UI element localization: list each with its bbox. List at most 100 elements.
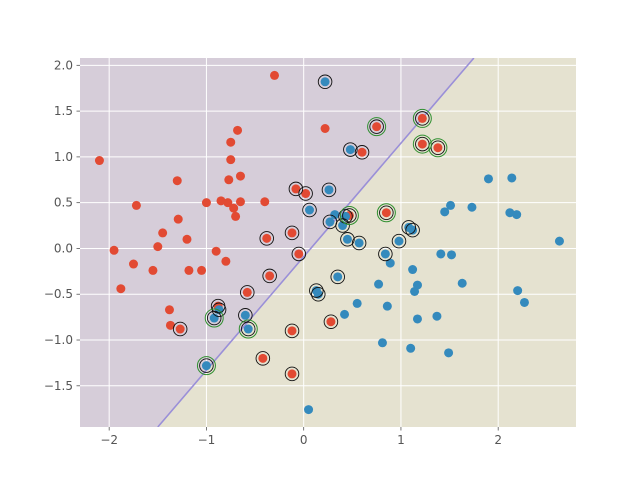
data-point-red [165,320,175,330]
data-point-red [223,198,233,208]
data-point-blue [394,236,404,246]
data-point-red [260,197,270,207]
margin-error-ring [376,203,396,223]
data-point-red [211,246,221,256]
data-point-blue [354,238,364,248]
data-point-blue [412,280,422,290]
data-point-red [258,353,268,363]
data-point-red [148,265,158,275]
data-point-red [128,259,138,269]
support-vector-ring [211,302,227,318]
data-point-red [270,70,280,80]
region-red [80,58,474,427]
data-point-blue [447,250,457,260]
margin-error-ring [204,308,224,328]
support-vector-ring [238,308,253,323]
margin-error-ring [339,205,359,225]
data-point-red [173,214,183,224]
support-vector-ring [259,231,274,246]
y-tick-label: −1.0 [44,333,73,347]
data-point-red [265,271,275,281]
data-point-red [301,189,311,199]
support-vector-ring [378,246,393,262]
margin-error-ring [428,138,448,158]
x-tick-label: −1 [198,433,216,447]
data-point-red [235,197,245,207]
support-vector-ring [391,233,407,249]
margin-error-ring [367,117,387,137]
data-point-blue [320,77,330,87]
margin-error-ring [412,108,432,128]
data-point-blue [342,234,352,244]
data-point-blue [483,174,493,184]
data-point-blue [505,208,515,218]
data-point-red [287,326,297,336]
data-point-red [109,245,119,255]
support-vector-ring [340,232,355,247]
data-point-blue [243,324,253,334]
y-tick-label: 1.5 [54,104,73,118]
data-point-blue [345,145,355,155]
support-vector-ring [354,145,370,160]
data-point-red [417,113,427,123]
support-vector-ring [343,142,358,157]
data-point-red [175,324,185,334]
support-vector-ring [288,181,304,197]
data-point-blue [412,314,422,324]
data-point-red [262,233,272,243]
data-point-blue [519,297,529,307]
support-vector-ring [309,283,324,298]
grid-lines [80,58,576,427]
support-vector-ring [317,74,333,90]
x-tick-label: 2 [494,433,502,447]
data-point-red [221,256,231,266]
data-point-blue [385,258,395,268]
data-point-red [172,176,182,186]
data-point-blue [457,278,467,288]
support-vector-ring [241,321,256,337]
support-vector-ring [255,351,271,366]
data-point-red [226,155,236,165]
support-vector-ring [172,321,188,337]
data-point-blue [330,210,340,220]
data-point-blue [377,338,387,348]
data-point-red [216,196,226,206]
data-point-blue [513,286,523,296]
data-point-red [153,242,163,252]
data-point-red [357,147,367,157]
data-point-red [226,137,236,147]
data-point-red [433,143,443,153]
support-vector-ring [199,358,214,373]
margin-error-ring [238,319,258,339]
x-tick-label: −2 [100,433,118,447]
data-point-red [417,139,427,149]
support-vector-ring [284,323,300,339]
data-point-blue [406,343,416,353]
support-vector-ring [369,119,384,134]
data-point-blue [305,205,315,215]
margin-error-ring [196,356,216,376]
data-point-red [231,211,241,221]
y-tick-label: 1.0 [54,150,73,164]
data-point-blue [444,348,454,358]
data-point-red [94,156,104,166]
data-point-blue [325,217,335,227]
data-point-red [197,265,207,275]
support-vector-ring [415,111,430,126]
y-tick-label: 0.0 [54,241,73,255]
support-vector-ring [298,186,313,201]
data-point-blue [374,279,384,289]
data-point-red [158,228,168,238]
support-vector-ring [401,220,416,235]
data-point-blue [333,272,343,282]
support-vector-ring [379,205,394,220]
data-point-blue [408,225,418,235]
support-vector-ring [262,268,277,284]
y-tick-label: 0.5 [54,196,73,210]
y-tick-label: −0.5 [44,287,73,301]
data-point-red [294,249,304,259]
support-vector-ring [351,235,367,251]
data-point-blue [432,311,442,321]
x-tick-label: 1 [397,433,405,447]
y-tick-label: −1.5 [44,379,73,393]
